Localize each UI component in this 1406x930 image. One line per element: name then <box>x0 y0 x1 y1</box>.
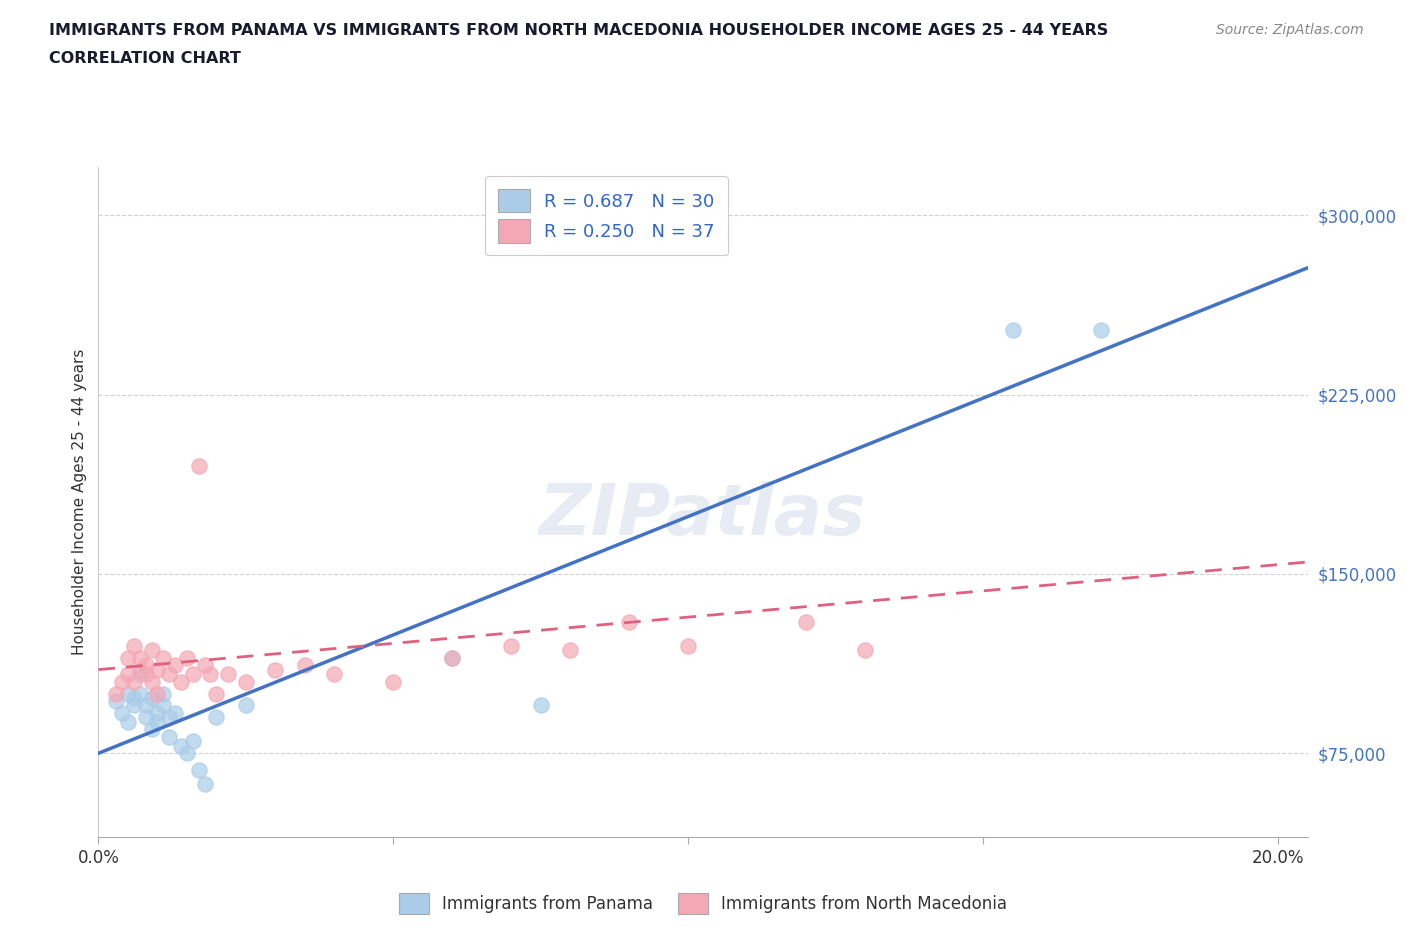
Point <box>128 686 150 701</box>
Point <box>152 686 174 701</box>
Point <box>619 615 641 630</box>
Point <box>146 686 169 701</box>
Point <box>501 638 523 653</box>
Point <box>217 667 239 682</box>
Point <box>105 686 128 701</box>
Point <box>122 698 145 713</box>
Point <box>235 698 257 713</box>
Y-axis label: Householder Income Ages 25 - 44 years: Householder Income Ages 25 - 44 years <box>72 349 87 656</box>
Point <box>157 729 180 744</box>
Point <box>200 667 222 682</box>
Text: IMMIGRANTS FROM PANAMA VS IMMIGRANTS FROM NORTH MACEDONIA HOUSEHOLDER INCOME AGE: IMMIGRANTS FROM PANAMA VS IMMIGRANTS FRO… <box>49 23 1108 38</box>
Point <box>794 615 817 630</box>
Point <box>117 715 139 730</box>
Point <box>294 658 316 672</box>
Point <box>141 643 163 658</box>
Point <box>135 658 157 672</box>
Point <box>141 691 163 706</box>
Point <box>205 710 228 724</box>
Point <box>157 710 180 724</box>
Point <box>146 705 169 720</box>
Point <box>441 650 464 665</box>
Point <box>382 674 405 689</box>
Point <box>135 667 157 682</box>
Point <box>205 686 228 701</box>
Point <box>128 650 150 665</box>
Point <box>560 643 582 658</box>
Point <box>853 643 876 658</box>
Point <box>128 662 150 677</box>
Point <box>152 650 174 665</box>
Point <box>152 698 174 713</box>
Text: Source: ZipAtlas.com: Source: ZipAtlas.com <box>1216 23 1364 37</box>
Point <box>194 777 217 791</box>
Point <box>111 674 134 689</box>
Point <box>135 710 157 724</box>
Point <box>157 667 180 682</box>
Point <box>1001 323 1024 338</box>
Point <box>141 674 163 689</box>
Point <box>117 686 139 701</box>
Point <box>170 674 193 689</box>
Point <box>176 650 198 665</box>
Point <box>181 734 204 749</box>
Point <box>323 667 346 682</box>
Point <box>181 667 204 682</box>
Text: ZIPatlas: ZIPatlas <box>540 481 866 550</box>
Point <box>187 458 209 473</box>
Point <box>441 650 464 665</box>
Point <box>678 638 700 653</box>
Point <box>128 667 150 682</box>
Point <box>122 638 145 653</box>
Point <box>530 698 553 713</box>
Point <box>176 746 198 761</box>
Point <box>117 650 139 665</box>
Point <box>170 738 193 753</box>
Point <box>117 667 139 682</box>
Legend: Immigrants from Panama, Immigrants from North Macedonia: Immigrants from Panama, Immigrants from … <box>391 884 1015 923</box>
Point <box>146 662 169 677</box>
Point <box>264 662 287 677</box>
Point <box>135 698 157 713</box>
Point <box>146 715 169 730</box>
Point <box>194 658 217 672</box>
Point <box>122 691 145 706</box>
Point <box>141 722 163 737</box>
Point <box>165 705 187 720</box>
Point <box>187 763 209 777</box>
Point <box>165 658 187 672</box>
Point <box>235 674 257 689</box>
Point <box>1090 323 1112 338</box>
Text: CORRELATION CHART: CORRELATION CHART <box>49 51 240 66</box>
Point <box>111 705 134 720</box>
Point <box>122 674 145 689</box>
Point <box>105 693 128 708</box>
